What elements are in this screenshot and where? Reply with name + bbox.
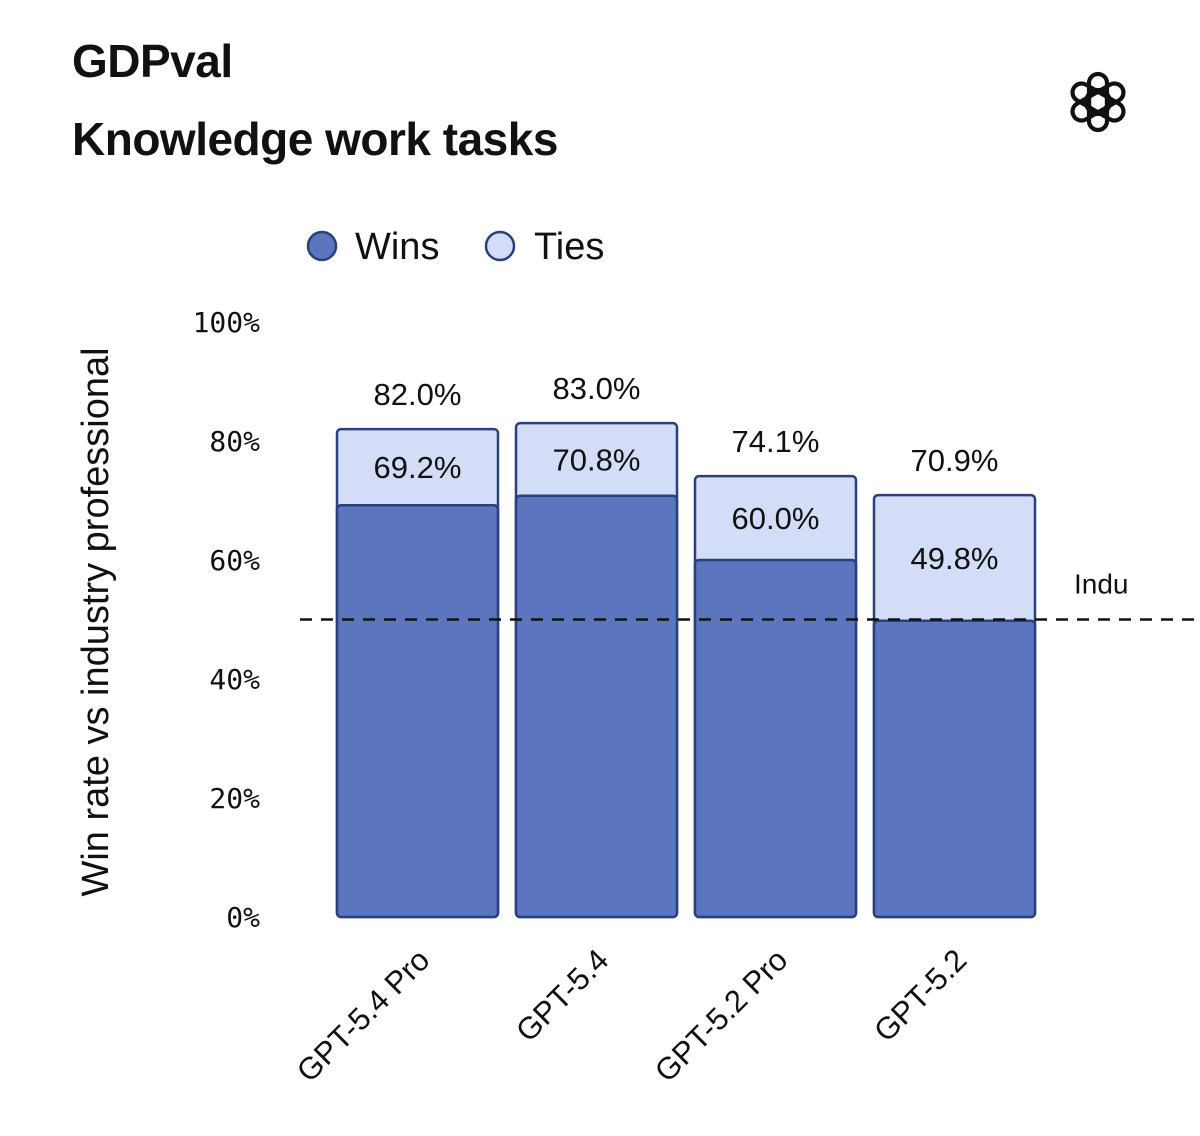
y-axis-label: Win rate vs industry professional (75, 347, 117, 896)
chart-subtitle: Knowledge work tasks (72, 113, 558, 165)
bar-wins (693, 558, 858, 919)
bar-wins-label: 60.0% (732, 501, 820, 536)
reference-line-group: Indu (300, 569, 1200, 621)
bar-wins (514, 494, 679, 919)
y-tick-label: 60% (209, 544, 260, 577)
reference-line-label: Indu (1074, 569, 1129, 600)
y-tick-label: 40% (209, 663, 260, 696)
y-tick-label: 100% (193, 306, 261, 339)
bar-wins (335, 504, 500, 919)
x-tick-label: GPT-5.4 (509, 942, 615, 1048)
bars: 82.0% 69.2% 83.0% 70.8% 74.1% 60.0% 70.9% 49.8% (335, 371, 1037, 919)
bar-total-label: 83.0% (553, 371, 641, 406)
y-tick-label: 20% (209, 782, 260, 815)
x-tick-label: GPT-5.4 Pro (290, 942, 437, 1089)
x-tick-label: GPT-5.2 (867, 942, 973, 1048)
y-axis-ticks: 0% 20% 40% 60% 80% 100% (193, 306, 261, 934)
category-labels: GPT-5.4 Pro GPT-5.4 GPT-5.2 Pro GPT-5.2 (290, 942, 974, 1089)
legend-marker-ties (484, 230, 516, 262)
page-title: GDPval (72, 35, 233, 87)
bar-wins-label: 49.8% (911, 541, 999, 576)
bar-total-label: 82.0% (374, 377, 462, 412)
y-tick-label: 80% (209, 425, 260, 458)
openai-logo-icon (1070, 71, 1126, 133)
y-tick-label: 0% (226, 901, 260, 934)
bar-wins-label: 70.8% (553, 442, 641, 477)
legend-marker-wins (306, 230, 338, 262)
x-tick-label: GPT-5.2 Pro (648, 942, 795, 1089)
legend: Wins Ties (306, 226, 604, 268)
legend-label-wins: Wins (355, 226, 439, 268)
bar-total-label: 74.1% (732, 424, 820, 459)
bar-wins-label: 69.2% (374, 450, 462, 485)
legend-label-ties: Ties (534, 226, 604, 268)
bar-wins (872, 619, 1037, 919)
bar-total-label: 70.9% (911, 443, 999, 478)
